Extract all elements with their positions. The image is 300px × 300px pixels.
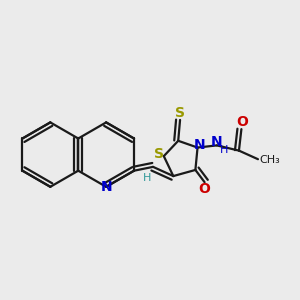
Text: H: H — [143, 172, 151, 183]
Text: N: N — [211, 135, 223, 149]
Text: S: S — [175, 106, 185, 120]
Text: O: O — [236, 116, 248, 129]
Text: N: N — [193, 138, 205, 152]
Text: N: N — [100, 180, 112, 194]
Text: H: H — [220, 145, 229, 155]
Text: CH₃: CH₃ — [260, 155, 280, 165]
Text: S: S — [154, 147, 164, 161]
Text: O: O — [199, 182, 211, 196]
